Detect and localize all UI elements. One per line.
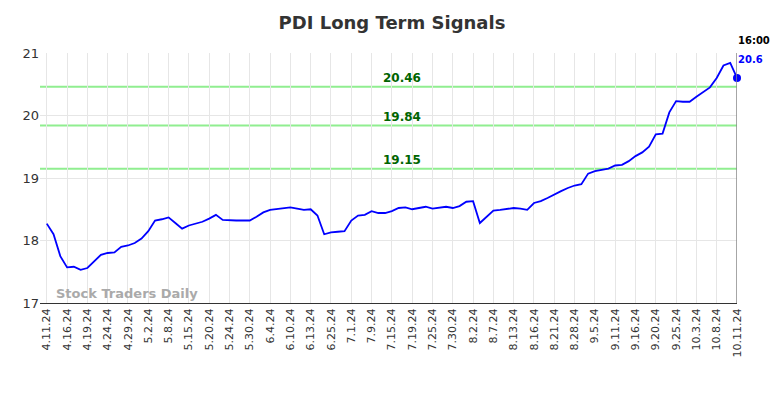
svg-text:5.24.24: 5.24.24 xyxy=(223,308,236,350)
svg-text:21: 21 xyxy=(22,46,39,61)
svg-text:18: 18 xyxy=(22,233,39,248)
svg-text:8.16.24: 8.16.24 xyxy=(528,308,541,350)
svg-text:10.3.24: 10.3.24 xyxy=(690,308,703,350)
svg-text:7.15.24: 7.15.24 xyxy=(385,308,398,350)
svg-text:8.2.24: 8.2.24 xyxy=(467,308,480,343)
svg-text:4.29.24: 4.29.24 xyxy=(122,308,135,350)
svg-text:4.24.24: 4.24.24 xyxy=(101,308,114,350)
svg-text:7.1.24: 7.1.24 xyxy=(345,308,358,343)
svg-text:5.20.24: 5.20.24 xyxy=(203,308,216,350)
svg-text:5.2.24: 5.2.24 xyxy=(142,308,155,343)
svg-text:20.46: 20.46 xyxy=(383,71,421,85)
svg-text:6.10.24: 6.10.24 xyxy=(284,308,297,350)
svg-text:20.6: 20.6 xyxy=(738,54,763,65)
svg-text:19.15: 19.15 xyxy=(383,153,421,167)
svg-text:9.11.24: 9.11.24 xyxy=(609,308,622,350)
svg-text:5.15.24: 5.15.24 xyxy=(182,308,195,350)
svg-text:4.16.24: 4.16.24 xyxy=(61,308,74,350)
svg-text:6.25.24: 6.25.24 xyxy=(325,308,338,350)
svg-text:7.25.24: 7.25.24 xyxy=(426,308,439,350)
svg-text:Stock Traders Daily: Stock Traders Daily xyxy=(56,286,198,301)
svg-text:16:00: 16:00 xyxy=(738,35,770,46)
svg-text:4.19.24: 4.19.24 xyxy=(81,308,94,350)
svg-text:5.30.24: 5.30.24 xyxy=(243,308,256,350)
svg-text:8.21.24: 8.21.24 xyxy=(548,308,561,350)
svg-text:7.19.24: 7.19.24 xyxy=(406,308,419,350)
svg-text:19: 19 xyxy=(22,171,39,186)
svg-text:6.13.24: 6.13.24 xyxy=(304,308,317,350)
svg-text:10.8.24: 10.8.24 xyxy=(710,308,723,350)
svg-text:8.13.24: 8.13.24 xyxy=(507,308,520,350)
svg-text:8.28.24: 8.28.24 xyxy=(568,308,581,350)
svg-text:5.8.24: 5.8.24 xyxy=(162,308,175,343)
svg-text:10.11.24: 10.11.24 xyxy=(731,308,744,357)
svg-text:9.25.24: 9.25.24 xyxy=(670,308,683,350)
svg-text:4.11.24: 4.11.24 xyxy=(40,308,53,350)
svg-text:8.7.24: 8.7.24 xyxy=(487,308,500,343)
svg-text:9.5.24: 9.5.24 xyxy=(588,308,601,343)
svg-text:PDI Long Term Signals: PDI Long Term Signals xyxy=(279,12,506,33)
svg-text:6.4.24: 6.4.24 xyxy=(264,308,277,343)
svg-text:7.9.24: 7.9.24 xyxy=(365,308,378,343)
svg-text:9.20.24: 9.20.24 xyxy=(649,308,662,350)
svg-text:7.30.24: 7.30.24 xyxy=(446,308,459,350)
svg-text:17: 17 xyxy=(22,296,39,311)
svg-text:20: 20 xyxy=(22,108,39,123)
svg-text:19.84: 19.84 xyxy=(383,110,421,124)
svg-text:9.16.24: 9.16.24 xyxy=(629,308,642,350)
